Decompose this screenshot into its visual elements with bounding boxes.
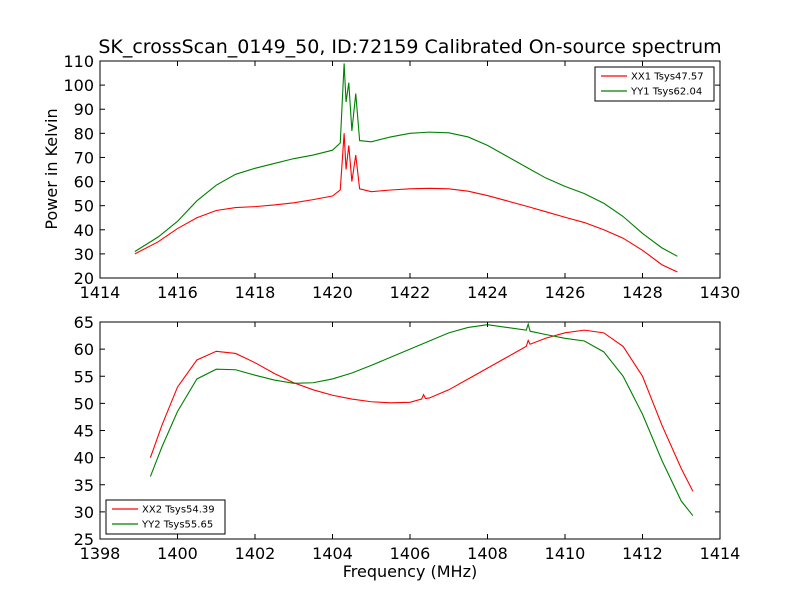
chart-title: SK_crossScan_0149_50, ID:72159 Calibrate… — [98, 36, 721, 58]
x-tick-label: 1398 — [80, 544, 121, 563]
y-tick-label: 100 — [63, 76, 94, 95]
y-tick-label: 50 — [74, 394, 94, 413]
bottom-plot: 1398 1400 1402 1404 1406 1408 1410 1412 1414 25 30… — [74, 313, 741, 581]
x-tick-label: 1408 — [467, 544, 508, 563]
x-tick-label: 1400 — [157, 544, 198, 563]
y-tick-label: 50 — [74, 197, 94, 216]
x-tick-label: 1414 — [80, 283, 121, 302]
x-tick-label: 1430 — [700, 283, 741, 302]
y-axis-label: Power in Kelvin — [42, 108, 61, 229]
bottom-legend: XX2 Tsys54.39 YY2 Tsys55.65 — [105, 499, 226, 535]
y-tick-label: 40 — [74, 449, 94, 468]
x-tick-label: 1424 — [467, 283, 508, 302]
y-tick-label: 80 — [74, 124, 94, 143]
x-tick-label: 1414 — [700, 544, 741, 563]
y-tick-label: 60 — [74, 340, 94, 359]
series-line-xx2 — [149, 329, 694, 492]
y-tick-label: 20 — [74, 269, 94, 288]
y-tick-label: 60 — [74, 173, 94, 192]
y-tick-label: 70 — [74, 148, 94, 167]
series-line-xx1 — [134, 133, 678, 273]
series-line-yy2 — [149, 322, 694, 517]
x-tick-label: 1426 — [545, 283, 586, 302]
series-line-yy1 — [134, 63, 678, 257]
y-tick-label: 65 — [74, 313, 94, 332]
y-tick-label: 90 — [74, 100, 94, 119]
top-plot: SK_crossScan_0149_50, ID:72159 Calibrate… — [42, 36, 740, 302]
x-axis-label: Frequency (MHz) — [343, 562, 477, 581]
x-tick-label: 1422 — [390, 283, 431, 302]
x-tick-label: 1420 — [312, 283, 353, 302]
x-tick-label: 1402 — [235, 544, 276, 563]
legend-label: XX1 Tsys47.57 — [631, 72, 704, 83]
top-legend: XX1 Tsys47.57 YY1 Tsys62.04 — [594, 66, 715, 102]
y-tick-label: 30 — [74, 245, 94, 264]
y-tick-label: 40 — [74, 221, 94, 240]
legend-label: YY1 Tsys62.04 — [630, 87, 702, 98]
y-tick-label: 25 — [74, 530, 94, 549]
y-tick-label: 55 — [74, 367, 94, 386]
x-tick-label: 1412 — [622, 544, 663, 563]
legend-box — [105, 499, 226, 535]
legend-label: XX2 Tsys54.39 — [142, 505, 215, 516]
top-plot-area: 1414 1416 1418 1420 1422 1424 1426 1428 1430 20 30… — [63, 52, 740, 302]
bottom-plot-area: 1398 1400 1402 1404 1406 1408 1410 1412 1414 25 30… — [74, 313, 741, 563]
y-tick-label: 30 — [74, 503, 94, 522]
y-tick-label: 110 — [63, 52, 94, 71]
y-tick-label: 35 — [74, 476, 94, 495]
x-tick-label: 1428 — [622, 283, 663, 302]
x-tick-label: 1418 — [235, 283, 276, 302]
x-tick-label: 1416 — [157, 283, 198, 302]
x-tick-label: 1406 — [390, 544, 431, 563]
legend-label: YY2 Tsys55.65 — [141, 520, 213, 531]
legend-box — [594, 66, 715, 102]
x-tick-label: 1404 — [312, 544, 353, 563]
y-tick-label: 45 — [74, 422, 94, 441]
x-tick-label: 1410 — [545, 544, 586, 563]
